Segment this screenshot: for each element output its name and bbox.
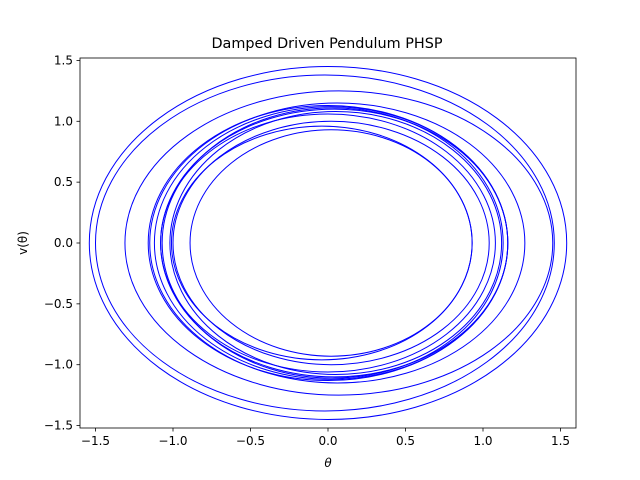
x-axis-label: θ <box>324 456 332 470</box>
orbit-trace <box>161 107 504 379</box>
y-axis-ticks: −1.5 −1.0 −0.5 0.0 0.5 1.0 1.5 <box>44 53 80 433</box>
x-tick-label: 1.5 <box>551 434 570 448</box>
orbit-trace <box>170 125 473 361</box>
orbit-trace <box>124 90 554 396</box>
y-axis-label: v(θ) <box>16 231 30 255</box>
x-tick-label: −0.5 <box>236 434 265 448</box>
orbit-trace <box>95 74 555 412</box>
orbit-trace <box>189 129 473 357</box>
y-tick-label: 1.5 <box>54 53 73 67</box>
y-tick-label: 0.5 <box>54 175 73 189</box>
y-tick-label: 1.0 <box>54 114 73 128</box>
x-tick-label: −1.5 <box>81 434 110 448</box>
x-tick-label: −1.0 <box>158 434 187 448</box>
x-tick-label: 1.0 <box>473 434 492 448</box>
orbit-trace <box>153 106 509 380</box>
x-tick-label: 0.5 <box>396 434 415 448</box>
y-tick-label: −0.5 <box>44 297 73 311</box>
orbit-trace <box>160 113 496 373</box>
orbit-trace <box>147 104 509 382</box>
x-axis-ticks: −1.5 −1.0 −0.5 0.0 0.5 1.0 1.5 <box>81 428 570 448</box>
y-tick-label: 0.0 <box>54 236 73 250</box>
orbit-trace <box>88 66 568 420</box>
y-tick-label: −1.5 <box>44 419 73 433</box>
y-tick-label: −1.0 <box>44 358 73 372</box>
orbit-trace <box>172 120 490 366</box>
orbit-trace <box>149 102 526 384</box>
x-tick-label: 0.0 <box>318 434 337 448</box>
series-group <box>88 66 568 420</box>
chart-title: Damped Driven Pendulum PHSP <box>211 36 442 52</box>
orbit-trace <box>169 111 503 375</box>
